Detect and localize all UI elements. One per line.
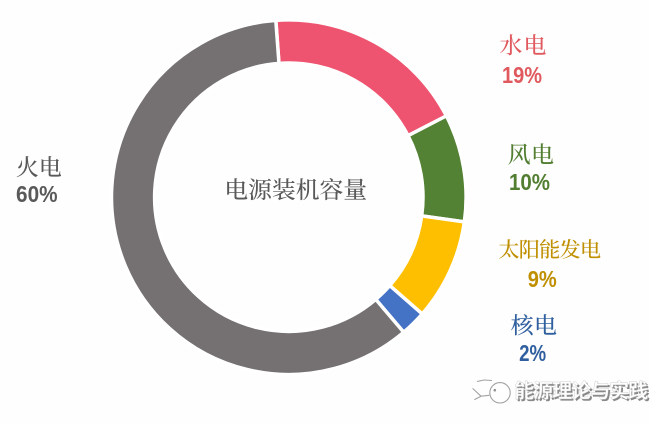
svg-text:60%: 60% [16, 181, 58, 207]
svg-text:2%: 2% [519, 340, 546, 366]
svg-text:9%: 9% [528, 266, 557, 292]
svg-text:19%: 19% [502, 62, 542, 88]
svg-text:10%: 10% [509, 169, 550, 195]
